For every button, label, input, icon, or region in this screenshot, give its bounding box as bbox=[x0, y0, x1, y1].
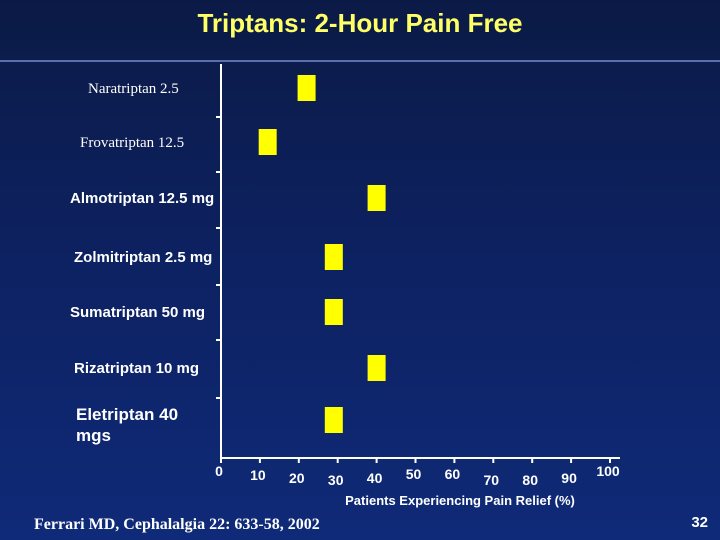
data-marker bbox=[258, 129, 277, 155]
data-marker bbox=[297, 75, 316, 101]
x-tick-label: 20 bbox=[289, 470, 305, 486]
x-axis-ticks bbox=[220, 458, 611, 463]
x-tick-label: 90 bbox=[561, 470, 577, 486]
category-label: Eletriptan 40 mgs bbox=[76, 405, 178, 445]
x-tick-label: 50 bbox=[406, 466, 422, 482]
data-markers bbox=[258, 75, 386, 433]
category-labels: Naratriptan 2.5 Frovatriptan 12.5 Almotrip… bbox=[70, 81, 214, 445]
x-tick-label: 40 bbox=[367, 470, 383, 486]
y-axis-ticks bbox=[216, 116, 221, 399]
x-axis-label: Patients Experiencing Pain Relief (%) bbox=[345, 493, 575, 508]
category-label: Zolmitriptan 2.5 mg bbox=[74, 249, 212, 266]
data-marker bbox=[324, 407, 343, 433]
data-marker bbox=[324, 244, 343, 270]
x-tick-label: 0 bbox=[215, 463, 223, 479]
data-marker bbox=[324, 299, 343, 325]
category-label: Rizatriptan 10 mg bbox=[74, 360, 199, 377]
data-marker bbox=[367, 355, 386, 381]
x-tick-label: 30 bbox=[328, 472, 344, 488]
x-axis-tick-labels: 0 10 20 30 40 50 60 70 80 90 100 bbox=[215, 463, 620, 488]
title-divider bbox=[0, 60, 720, 62]
x-tick-label: 10 bbox=[250, 467, 266, 483]
x-tick-label: 80 bbox=[522, 472, 538, 488]
category-label: Naratriptan 2.5 bbox=[88, 81, 179, 97]
source-citation: Ferrari MD, Cephalalgia 22: 633-58, 2002 bbox=[34, 516, 320, 533]
x-tick-label: 60 bbox=[445, 466, 461, 482]
page-number: 32 bbox=[691, 514, 708, 531]
category-label: Sumatriptan 50 mg bbox=[70, 304, 205, 321]
chart-title: Triptans: 2-Hour Pain Free bbox=[197, 8, 523, 38]
x-tick-label: 70 bbox=[484, 472, 500, 488]
category-label: Frovatriptan 12.5 bbox=[80, 135, 184, 151]
x-tick-label: 100 bbox=[596, 463, 620, 479]
data-marker bbox=[367, 185, 386, 211]
category-label: Almotriptan 12.5 mg bbox=[70, 190, 214, 207]
